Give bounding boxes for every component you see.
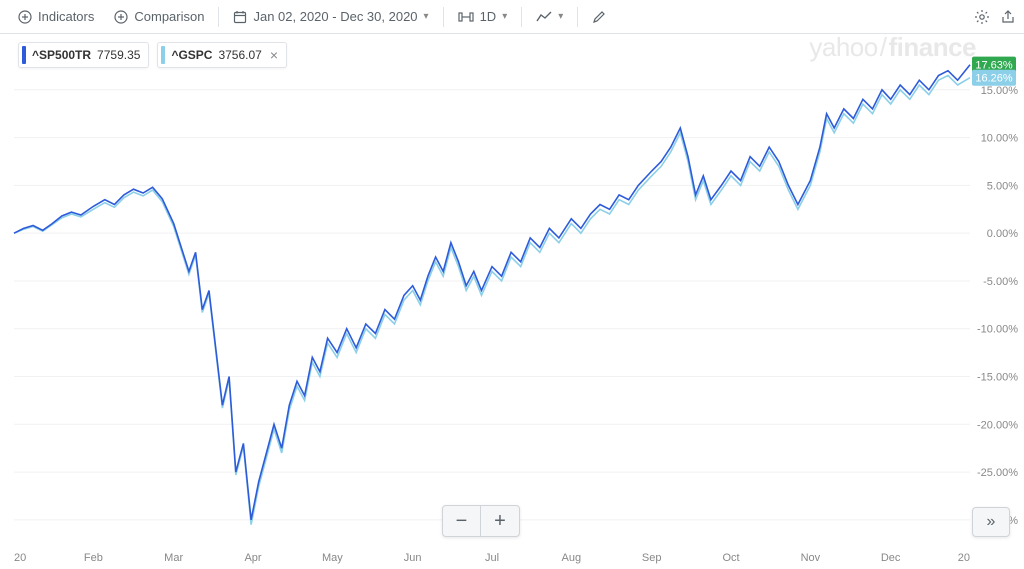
separator bbox=[521, 7, 522, 27]
draw-tool-button[interactable] bbox=[582, 0, 616, 33]
scroll-right-button[interactable]: » bbox=[972, 507, 1010, 537]
x-axis-label: Jun bbox=[404, 552, 422, 564]
watermark-brand2: finance bbox=[888, 32, 976, 62]
indicators-button[interactable]: Indicators bbox=[8, 0, 104, 33]
line-chart-icon bbox=[536, 10, 552, 24]
x-axis-label: Dec bbox=[881, 552, 901, 564]
share-icon[interactable] bbox=[1000, 9, 1016, 25]
calendar-icon bbox=[233, 10, 247, 24]
end-badge-label: 16.26% bbox=[975, 73, 1013, 85]
chart-type-picker[interactable]: ▾ bbox=[526, 0, 573, 33]
y-axis-label: 10.00% bbox=[981, 133, 1019, 145]
watermark: yahoo/finance bbox=[809, 32, 976, 63]
y-axis-label: -10.00% bbox=[977, 324, 1018, 336]
zoom-in-button[interactable]: + bbox=[481, 506, 519, 536]
x-axis-label: Jul bbox=[485, 552, 499, 564]
date-range-label: Jan 02, 2020 - Dec 30, 2020 bbox=[253, 9, 417, 24]
chevron-down-icon: ▾ bbox=[424, 11, 429, 22]
interval-picker[interactable]: 1D ▾ bbox=[448, 0, 518, 33]
legend-pill[interactable]: ^GSPC 3756.07 × bbox=[157, 42, 287, 68]
indicators-label: Indicators bbox=[38, 9, 94, 24]
comparison-label: Comparison bbox=[134, 9, 204, 24]
legend-color-swatch bbox=[22, 46, 26, 64]
separator bbox=[443, 7, 444, 27]
plus-circle-icon bbox=[18, 10, 32, 24]
x-axis-label: 20 bbox=[958, 552, 970, 564]
chevron-down-icon: ▾ bbox=[558, 11, 563, 22]
legend-value: 3756.07 bbox=[218, 48, 261, 62]
watermark-brand1: yahoo bbox=[809, 32, 877, 62]
separator bbox=[218, 7, 219, 27]
y-axis-label: 0.00% bbox=[987, 228, 1018, 240]
x-axis-label: Sep bbox=[642, 552, 662, 564]
legend-pill[interactable]: ^SP500TR 7759.35 bbox=[18, 42, 149, 68]
y-axis-label: 15.00% bbox=[981, 85, 1019, 97]
x-axis-label: Nov bbox=[801, 552, 821, 564]
legend-symbol: ^SP500TR bbox=[32, 48, 91, 62]
chart-area: 15.00% 10.00% 5.00% 0.00% -5.00% -10.00% -15.0… bbox=[0, 34, 1024, 569]
date-range-picker[interactable]: Jan 02, 2020 - Dec 30, 2020 ▾ bbox=[223, 0, 438, 33]
x-axis-label: Feb bbox=[84, 552, 103, 564]
x-axis-label: 20 bbox=[14, 552, 26, 564]
chevron-down-icon: ▾ bbox=[502, 11, 507, 22]
x-axis-label: Aug bbox=[562, 552, 582, 564]
legend-color-swatch bbox=[161, 46, 165, 64]
x-axis-label: Mar bbox=[164, 552, 183, 564]
legend-symbol: ^GSPC bbox=[171, 48, 212, 62]
x-axis-label: Apr bbox=[244, 552, 261, 564]
y-axis-label: 5.00% bbox=[987, 180, 1018, 192]
interval-icon bbox=[458, 10, 474, 24]
plus-circle-icon bbox=[114, 10, 128, 24]
series-line bbox=[14, 76, 970, 525]
close-icon[interactable]: × bbox=[270, 47, 278, 63]
y-axis-label: -25.00% bbox=[977, 467, 1018, 479]
comparison-button[interactable]: Comparison bbox=[104, 0, 214, 33]
toolbar: Indicators Comparison Jan 02, 2020 - Dec… bbox=[0, 0, 1024, 34]
y-axis-label: -5.00% bbox=[983, 276, 1018, 288]
legend-value: 7759.35 bbox=[97, 48, 140, 62]
y-axis-label: -20.00% bbox=[977, 419, 1018, 431]
y-axis-label: -15.00% bbox=[977, 372, 1018, 384]
zoom-controls: − + bbox=[442, 505, 520, 537]
legend: ^SP500TR 7759.35 ^GSPC 3756.07 × bbox=[18, 42, 287, 68]
chart-svg[interactable]: 15.00% 10.00% 5.00% 0.00% -5.00% -10.00% -15.0… bbox=[0, 34, 1024, 569]
series-line bbox=[14, 65, 970, 520]
x-axis-label: Oct bbox=[722, 552, 739, 564]
zoom-out-button[interactable]: − bbox=[443, 506, 481, 536]
separator bbox=[577, 7, 578, 27]
settings-icon[interactable] bbox=[974, 9, 990, 25]
x-axis-label: May bbox=[322, 552, 343, 564]
pencil-icon bbox=[592, 10, 606, 24]
interval-label: 1D bbox=[480, 9, 497, 24]
